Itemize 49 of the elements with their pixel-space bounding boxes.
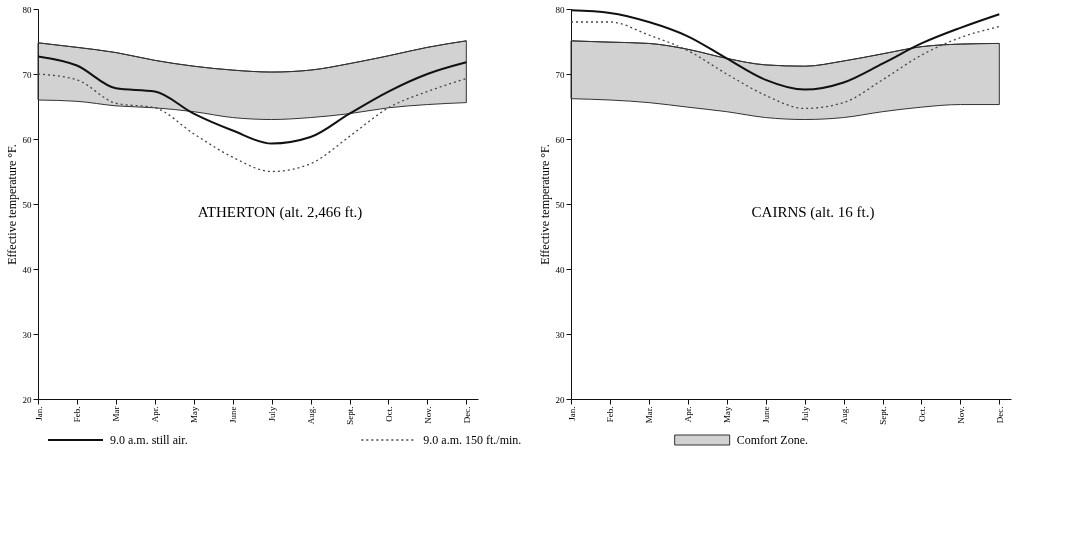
x-tick-label: Sept. <box>345 406 355 425</box>
y-tick-label: 30 <box>22 329 32 340</box>
line-series <box>37 73 467 173</box>
y-axis-title: Effective temperature °F. <box>4 144 19 265</box>
x-tick-label: Jan. <box>566 406 577 421</box>
y-tick-label: 20 <box>22 394 32 405</box>
y-tick-label: 80 <box>555 4 565 15</box>
y-tick-label: 70 <box>555 69 565 80</box>
text: ATHERTON (alt. 2,466 ft.) <box>197 203 363 221</box>
x-tick-label: Apr. <box>150 406 161 423</box>
x-tick-label: Jan. <box>33 406 44 421</box>
y-tick-label: 70 <box>22 69 32 80</box>
y-tick-label: 40 <box>555 264 565 275</box>
x-tick-label: Nov. <box>955 406 966 424</box>
x-tick-label: Mar. <box>644 406 655 424</box>
x-tick-label: May <box>722 406 733 423</box>
x-tick-label: July <box>267 406 278 422</box>
x-tick-label: June <box>228 406 239 423</box>
legend-label: 9.0 a.m. 150 ft./min. <box>423 433 522 447</box>
y-tick-label: 50 <box>555 199 565 210</box>
legend-label: Comfort Zone. <box>736 433 808 447</box>
y-tick-label: 50 <box>22 199 32 210</box>
y-tick-label: 20 <box>555 394 565 405</box>
x-tick-label: Dec. <box>994 406 1005 424</box>
x-tick-label: Aug. <box>306 406 317 425</box>
x-tick-label: Dec. <box>461 406 472 424</box>
x-tick-label: July <box>800 406 811 422</box>
y-tick-label: 60 <box>555 134 565 145</box>
line-series <box>570 21 1000 110</box>
x-tick-label: Aug. <box>839 406 850 425</box>
x-tick-label: Oct. <box>383 406 394 422</box>
x-tick-label: June <box>761 406 772 423</box>
x-tick-label: Oct. <box>916 406 927 422</box>
line-series <box>37 40 467 73</box>
legend-label: 9.0 a.m. still air. <box>110 433 188 447</box>
line-series <box>570 40 1000 67</box>
y-tick-label: 30 <box>555 329 565 340</box>
text: CAIRNS (alt. 16 ft.) <box>751 203 875 221</box>
x-tick-label: Sept. <box>878 406 888 425</box>
x-tick-label: Mar <box>111 406 122 422</box>
y-tick-label: 80 <box>22 4 32 15</box>
x-tick-label: Apr. <box>683 406 694 423</box>
y-axis-title: Effective temperature °F. <box>537 144 552 265</box>
y-tick-label: 60 <box>22 134 32 145</box>
x-tick-label: Feb. <box>72 406 83 423</box>
x-tick-label: Feb. <box>605 406 616 423</box>
x-tick-label: May <box>189 406 200 423</box>
x-tick-label: Nov. <box>422 406 433 424</box>
y-tick-label: 40 <box>22 264 32 275</box>
